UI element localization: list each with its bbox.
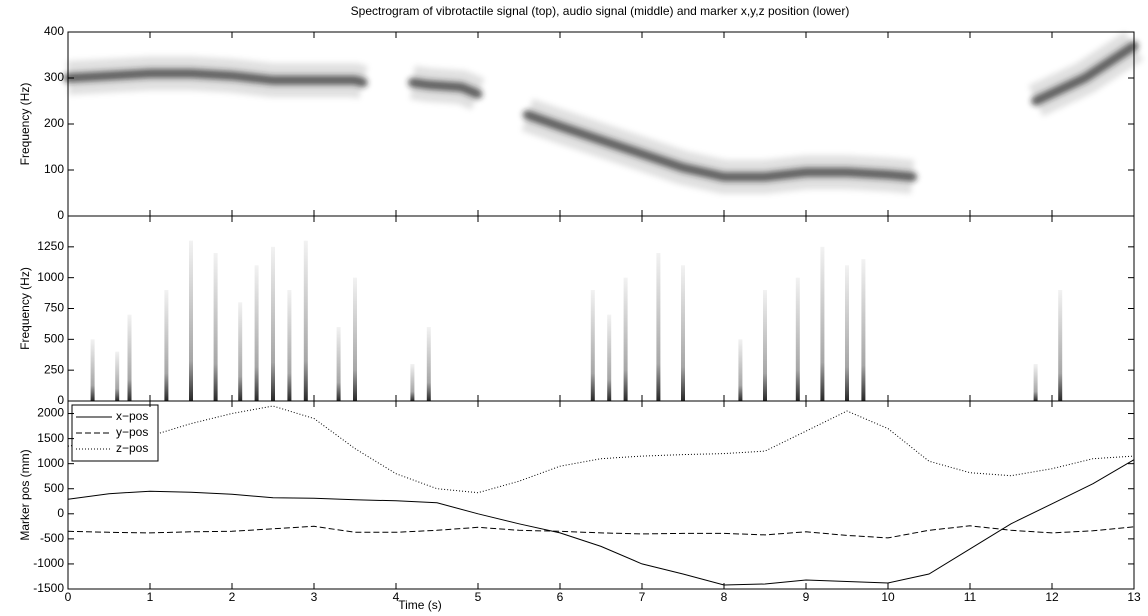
legend-label: y−pos bbox=[116, 425, 148, 439]
x-tick-label: 9 bbox=[803, 590, 810, 604]
spectral-streak bbox=[238, 302, 243, 401]
y-tick-label: 1000 bbox=[37, 456, 64, 470]
y-tick-label: 1500 bbox=[37, 431, 64, 445]
y-tick-label: 0 bbox=[57, 506, 64, 520]
y-tick-label: 2000 bbox=[37, 406, 64, 420]
spectral-streak bbox=[287, 290, 292, 401]
spectral-streak bbox=[127, 314, 132, 401]
y-tick-label: 0 bbox=[57, 393, 64, 407]
spectral-band bbox=[67, 31, 1144, 194]
x-tick-label: 5 bbox=[475, 590, 482, 604]
spectral-streak bbox=[795, 277, 800, 401]
spectral-streak bbox=[845, 265, 849, 401]
y-tick-label: 300 bbox=[44, 70, 64, 84]
x-tick-label: 4 bbox=[393, 590, 400, 604]
spectral-streak bbox=[623, 277, 628, 401]
x-tick-label: 2 bbox=[229, 590, 236, 604]
spectral-streak bbox=[861, 259, 866, 401]
spectral-streak bbox=[271, 246, 275, 401]
spectral-streak bbox=[607, 314, 612, 401]
spectral-streak bbox=[426, 327, 431, 401]
spectral-streak bbox=[90, 339, 95, 401]
spectral-ridge bbox=[63, 41, 1139, 182]
y-tick-label: 200 bbox=[44, 116, 64, 130]
x-tick-label: 7 bbox=[639, 590, 646, 604]
legend-label: z−pos bbox=[116, 441, 148, 455]
line bbox=[67, 459, 1135, 586]
spectral-streak bbox=[1033, 364, 1038, 401]
spectral-streak bbox=[164, 290, 169, 401]
plot-frame bbox=[67, 400, 1135, 590]
x-tick-label: 3 bbox=[311, 590, 318, 604]
y-tick-label: 100 bbox=[44, 162, 64, 176]
spectral-streak bbox=[213, 253, 218, 401]
y-axis-label: Marker pos (mm) bbox=[18, 449, 32, 540]
plot-frame bbox=[67, 215, 1135, 402]
y-tick-label: -500 bbox=[40, 531, 64, 545]
x-tick-label: 12 bbox=[1045, 590, 1059, 604]
x-tick-label: 10 bbox=[881, 590, 895, 604]
spectral-streak bbox=[115, 351, 120, 401]
legend-label: x−pos bbox=[116, 409, 148, 423]
y-tick-label: 0 bbox=[57, 208, 64, 222]
y-axis-label: Frequency (Hz) bbox=[18, 267, 32, 350]
spectral-streak bbox=[303, 240, 308, 401]
x-tick-label: 13 bbox=[1127, 590, 1141, 604]
y-tick-label: 1000 bbox=[37, 270, 64, 284]
spectral-streak bbox=[820, 246, 825, 401]
y-tick-label: 500 bbox=[44, 481, 64, 495]
x-tick-label: 0 bbox=[65, 590, 72, 604]
chart-title: Spectrogram of vibrotactile signal (top)… bbox=[351, 4, 850, 18]
x-tick-label: 6 bbox=[557, 590, 564, 604]
spectral-streak bbox=[738, 339, 743, 401]
spectral-streak bbox=[254, 265, 259, 401]
spectral-streak bbox=[336, 327, 341, 401]
x-axis-label: Time (s) bbox=[398, 598, 442, 612]
y-tick-label: 500 bbox=[44, 332, 64, 346]
line bbox=[67, 405, 1135, 494]
line bbox=[67, 525, 1135, 539]
y-tick-label: 750 bbox=[44, 301, 64, 315]
y-tick-label: 250 bbox=[44, 362, 64, 376]
x-tick-label: 11 bbox=[964, 590, 977, 604]
spectral-streak bbox=[656, 253, 661, 401]
spectral-streak bbox=[410, 364, 415, 401]
spectral-streak bbox=[763, 290, 767, 401]
spectral-streak bbox=[353, 277, 357, 401]
spectral-streak bbox=[681, 265, 685, 401]
spectral-streak bbox=[189, 240, 193, 401]
x-tick-label: 1 bbox=[147, 590, 154, 604]
legend-box bbox=[71, 404, 159, 462]
y-tick-label: 400 bbox=[44, 24, 64, 38]
y-tick-label: 1250 bbox=[37, 239, 64, 253]
spectral-streak bbox=[590, 290, 595, 401]
y-tick-label: -1000 bbox=[33, 556, 64, 570]
x-tick-label: 8 bbox=[721, 590, 728, 604]
y-tick-label: -1500 bbox=[33, 581, 64, 595]
y-axis-label: Frequency (Hz) bbox=[18, 83, 32, 166]
spectral-streak bbox=[1058, 290, 1063, 401]
